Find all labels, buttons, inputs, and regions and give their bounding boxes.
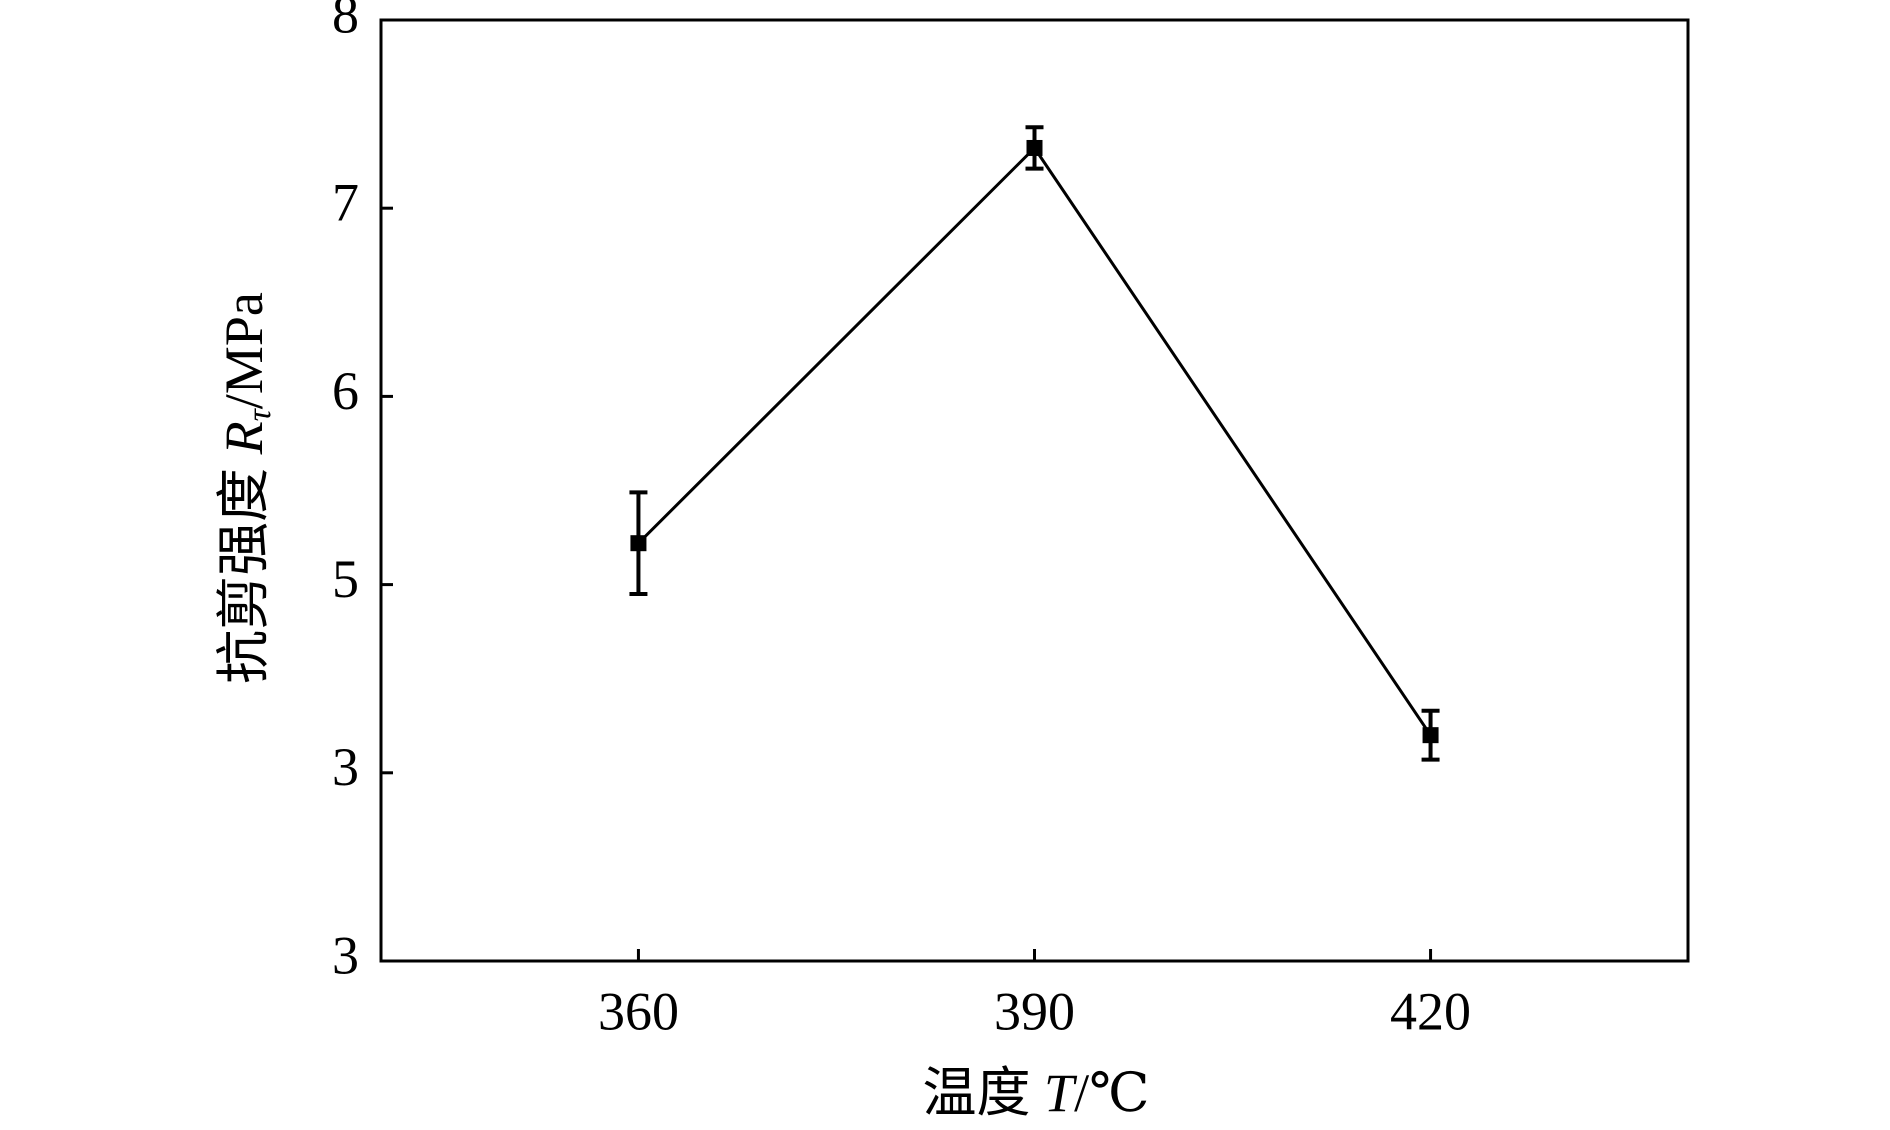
y-tick-label: 8 [332, 0, 359, 44]
x-tick-label: 420 [1390, 981, 1471, 1041]
y-axis-label: 抗剪强度 Rτ/MPa [214, 292, 277, 684]
y-label-sub: τ [241, 407, 278, 421]
x-tick-label: 360 [598, 981, 679, 1041]
y-tick-label: 5 [332, 549, 359, 609]
y-tick-label: 6 [332, 361, 359, 421]
x-label-var: T [1044, 1063, 1078, 1123]
y-label-unit: /MPa [214, 292, 274, 409]
marker [630, 535, 647, 552]
y-tick-label: 7 [332, 173, 359, 233]
x-tick-label: 390 [994, 981, 1075, 1041]
marker [1422, 727, 1439, 744]
y-tick-label: 3 [332, 737, 359, 797]
x-label-text: 温度 [923, 1063, 1045, 1123]
x-label-unit: /℃ [1074, 1063, 1149, 1123]
line [637, 145, 1432, 736]
y-label-text: 抗剪强度 [214, 454, 274, 684]
y-label-var: R [214, 421, 274, 455]
x-axis-label: 温度 T/℃ [923, 1063, 1150, 1123]
marker [1026, 139, 1043, 156]
y-tick-label: 3 [332, 925, 359, 985]
